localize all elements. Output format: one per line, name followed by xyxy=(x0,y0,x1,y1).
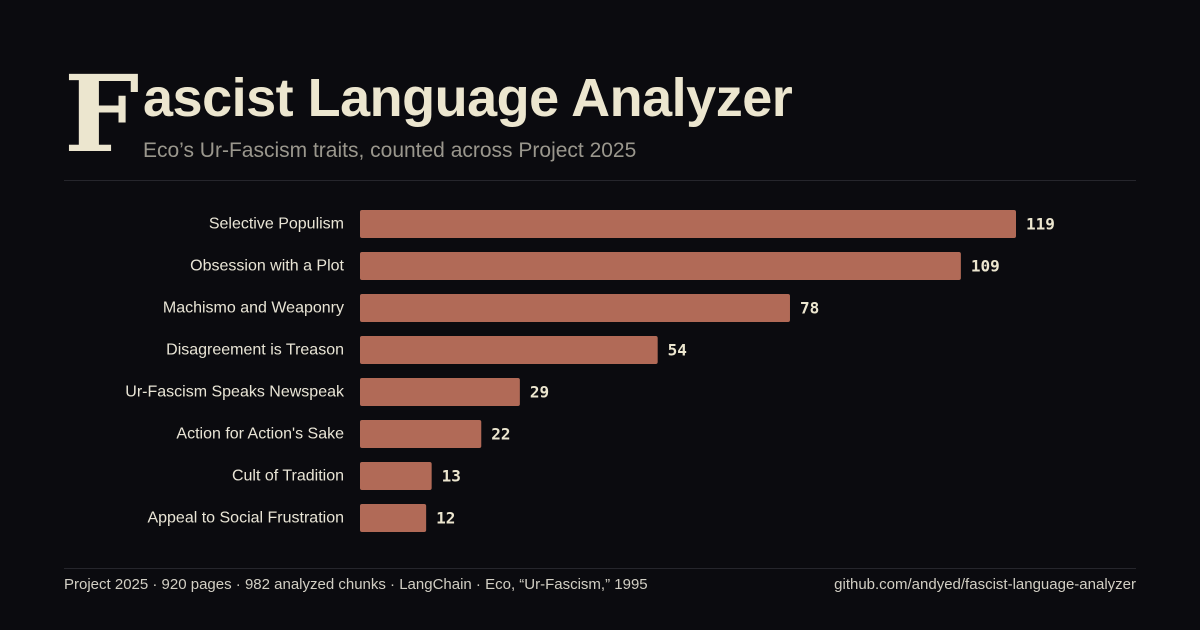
category-label: Ur-Fascism Speaks Newspeak xyxy=(125,384,345,401)
bar-value-label: 54 xyxy=(668,341,687,360)
bar-value-label: 29 xyxy=(530,383,549,402)
bar xyxy=(360,420,482,448)
bar xyxy=(360,210,1016,238)
bar-value-label: 22 xyxy=(491,425,510,444)
category-label: Machismo and Weaponry xyxy=(163,300,344,317)
category-label: Selective Populism xyxy=(209,216,344,233)
page-title: ascist Language Analyzer xyxy=(143,68,793,128)
title-dropcap: F xyxy=(64,51,139,176)
category-label: Appeal to Social Frustration xyxy=(147,510,344,527)
bar-value-label: 109 xyxy=(971,257,1000,276)
category-label: Cult of Tradition xyxy=(232,468,344,485)
bar-value-label: 13 xyxy=(442,467,461,486)
footer-divider xyxy=(64,568,1136,569)
bar xyxy=(360,462,432,490)
bar xyxy=(360,336,658,364)
bar xyxy=(360,378,520,406)
bar-value-label: 12 xyxy=(436,509,455,528)
bar xyxy=(360,252,961,280)
bar-value-label: 119 xyxy=(1026,215,1055,234)
footer-source-note: Project 2025 · 920 pages · 982 analyzed … xyxy=(64,576,648,593)
header-divider xyxy=(64,180,1136,181)
bar xyxy=(360,294,790,322)
bar xyxy=(360,504,427,532)
category-label: Action for Action's Sake xyxy=(176,426,344,443)
category-label: Obsession with a Plot xyxy=(190,258,344,275)
bar-value-label: 78 xyxy=(800,299,819,318)
page-subtitle: Eco’s Ur-Fascism traits, counted across … xyxy=(143,139,637,162)
category-label: Disagreement is Treason xyxy=(166,342,344,359)
footer-repo-link[interactable]: github.com/andyed/fascist-language-analy… xyxy=(834,576,1136,593)
header: F ascist Language Analyzer Eco’s Ur-Fasc… xyxy=(64,51,1136,180)
